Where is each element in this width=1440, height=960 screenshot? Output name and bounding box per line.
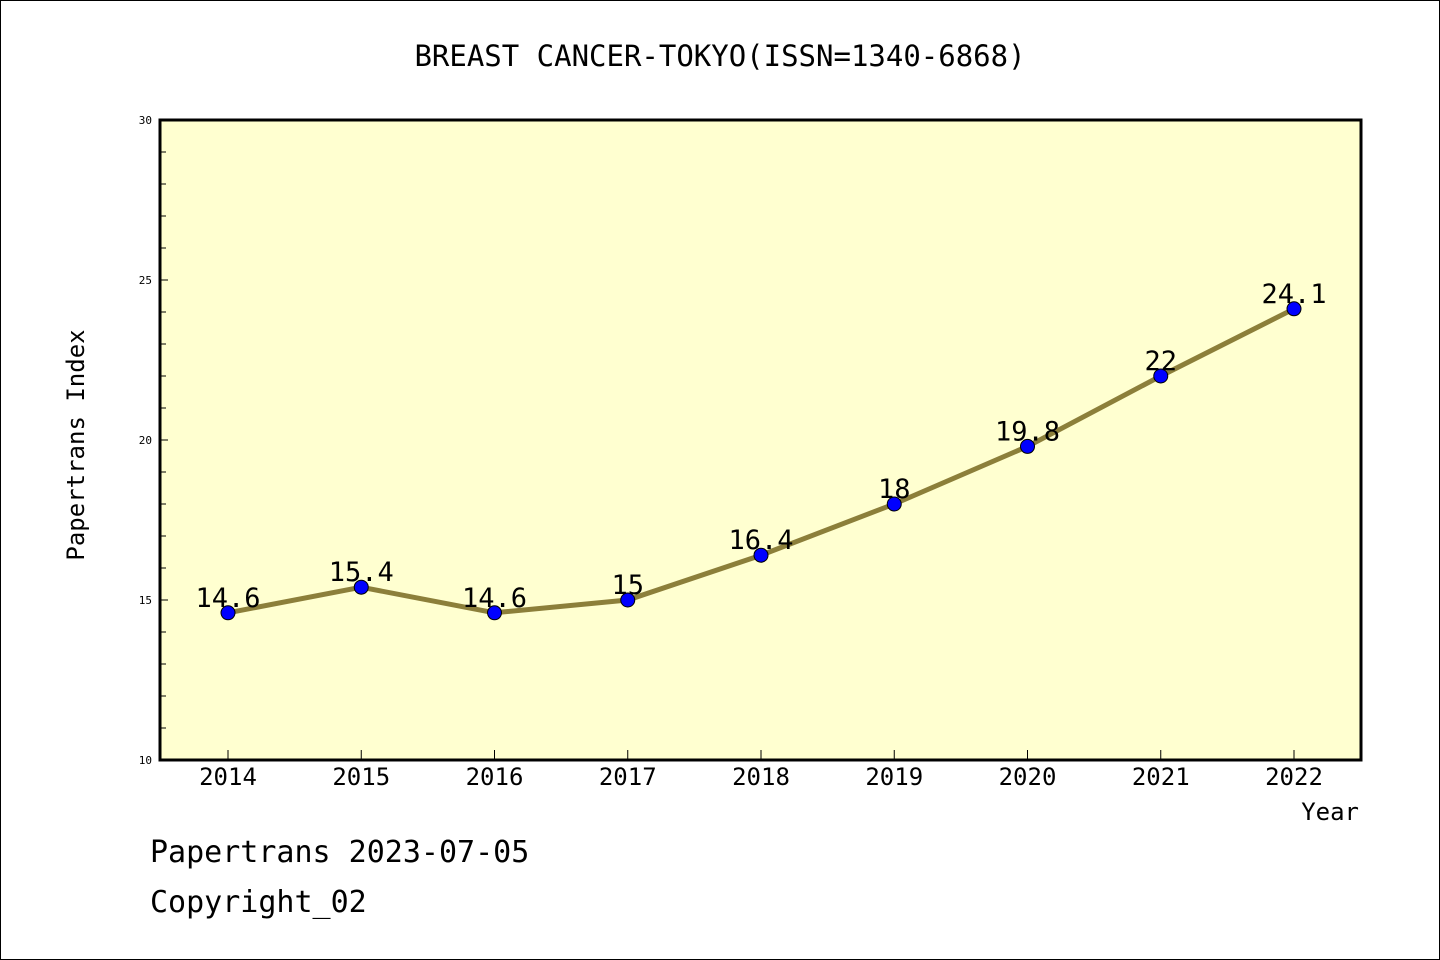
footer-date: Papertrans 2023-07-05 xyxy=(150,835,530,870)
data-point xyxy=(886,496,902,512)
data-label: 19.8 xyxy=(995,416,1060,447)
plot-area xyxy=(158,118,1363,762)
x-tick-label: 2014 xyxy=(199,763,257,791)
data-point xyxy=(753,547,769,563)
x-tick-label: 2015 xyxy=(332,763,390,791)
data-label: 14.6 xyxy=(195,583,260,614)
data-point xyxy=(1020,438,1035,454)
data-label: 14.6 xyxy=(462,583,527,614)
y-axis-label: Papertrans Index xyxy=(62,329,90,560)
data-point xyxy=(1153,368,1169,384)
data-point xyxy=(220,605,236,621)
x-tick-label: 2018 xyxy=(732,763,790,791)
x-tick-label: 2019 xyxy=(865,763,923,791)
footer-copyright: Copyright_02 xyxy=(150,885,367,920)
x-tick-label: 2016 xyxy=(466,763,524,791)
x-tick-label: 2020 xyxy=(999,763,1057,791)
data-point xyxy=(620,592,636,608)
data-point xyxy=(487,605,502,621)
x-axis-label: Year xyxy=(1301,798,1359,826)
data-point xyxy=(353,579,369,595)
data-label: 18 xyxy=(878,474,911,505)
chart-title: BREAST CANCER-TOKYO(ISSN=1340-6868) xyxy=(414,39,1025,73)
y-axis: 10 15 20 25 30 xyxy=(139,114,168,767)
y-tick-label: 10 xyxy=(139,754,152,767)
data-label: 22 xyxy=(1144,346,1177,377)
y-tick-label: 15 xyxy=(139,594,152,607)
data-label: 15.4 xyxy=(329,557,394,588)
x-axis: 2014 2015 2016 2017 2018 2019 2020 2021 2022 xyxy=(199,750,1323,791)
data-label: 16.4 xyxy=(728,525,793,556)
y-tick-label: 30 xyxy=(139,114,152,127)
data-point xyxy=(1286,301,1302,317)
x-tick-label: 2017 xyxy=(599,763,657,791)
series-group: 14.6 15.4 14.6 15 16.4 18 19.8 22 24.1 xyxy=(195,279,1327,621)
y-tick-label: 25 xyxy=(139,274,152,287)
x-tick-label: 2021 xyxy=(1132,763,1190,791)
y-tick-label: 20 xyxy=(139,434,152,447)
data-label: 24.1 xyxy=(1261,279,1326,310)
x-tick-label: 2022 xyxy=(1265,763,1323,791)
data-label: 15 xyxy=(611,570,644,601)
